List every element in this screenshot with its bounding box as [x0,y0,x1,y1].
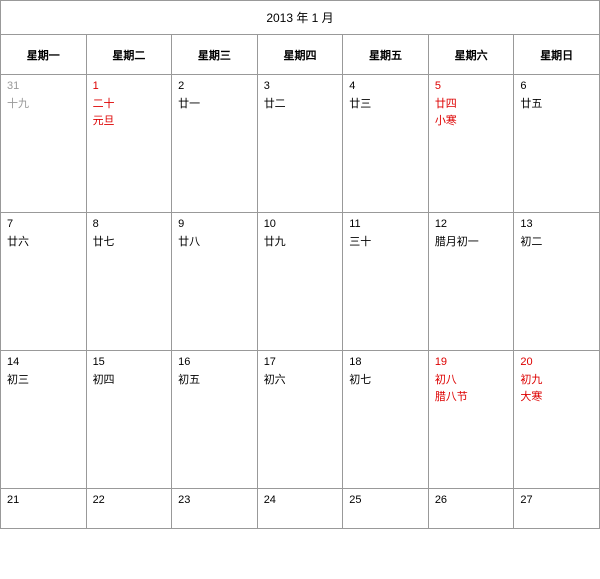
day-cell[interactable]: 6 廿五 [514,75,600,213]
lunar-label: 初七 [349,372,422,389]
day-number: 24 [264,493,337,508]
day-number: 11 [349,217,422,232]
weekday-header: 星期一 [1,35,87,75]
day-number: 4 [349,79,422,94]
lunar-label: 腊月初一 [435,234,508,251]
extra-label: 腊八节 [435,389,508,406]
day-cell[interactable]: 10 廿九 [257,213,343,351]
weekday-header: 星期五 [343,35,429,75]
day-number: 14 [7,355,80,370]
day-cell[interactable]: 1 二十元旦 [86,75,172,213]
lunar-label: 初九 [520,372,593,389]
day-cell[interactable]: 14 初三 [1,351,87,489]
lunar-label: 初六 [264,372,337,389]
day-cell[interactable]: 19 初八腊八节 [428,351,514,489]
lunar-label: 初三 [7,372,80,389]
lunar-label: 廿六 [7,234,80,251]
day-cell[interactable]: 26 [428,489,514,529]
lunar-label: 十九 [7,96,80,113]
day-cell[interactable]: 11 三十 [343,213,429,351]
lunar-label: 初八 [435,372,508,389]
day-number: 9 [178,217,251,232]
extra-label: 小寒 [435,113,508,130]
day-cell[interactable]: 9 廿八 [172,213,258,351]
day-cell[interactable]: 24 [257,489,343,529]
lunar-label: 廿三 [349,96,422,113]
day-number: 1 [93,79,166,94]
day-cell[interactable]: 8 廿七 [86,213,172,351]
calendar-body: 31十九1二十元旦2廿一3廿二4廿三5廿四小寒6廿五7廿六8廿七9廿八10廿九1… [1,75,600,529]
day-cell[interactable]: 18 初七 [343,351,429,489]
day-number: 20 [520,355,593,370]
lunar-label: 廿八 [178,234,251,251]
day-cell[interactable]: 20 初九大寒 [514,351,600,489]
lunar-label: 廿九 [264,234,337,251]
day-number: 2 [178,79,251,94]
day-number: 5 [435,79,508,94]
day-number: 15 [93,355,166,370]
extra-label: 大寒 [520,389,593,406]
day-cell[interactable]: 2 廿一 [172,75,258,213]
lunar-label: 廿五 [520,96,593,113]
calendar-row: 21 22 23 24 25 26 27 [1,489,600,529]
day-number: 12 [435,217,508,232]
day-number: 19 [435,355,508,370]
day-cell[interactable]: 15 初四 [86,351,172,489]
lunar-label: 三十 [349,234,422,251]
day-cell[interactable]: 22 [86,489,172,529]
day-number: 25 [349,493,422,508]
day-number: 16 [178,355,251,370]
day-cell[interactable]: 23 [172,489,258,529]
day-number: 22 [93,493,166,508]
lunar-label: 初五 [178,372,251,389]
day-number: 26 [435,493,508,508]
day-cell[interactable]: 17 初六 [257,351,343,489]
day-cell[interactable]: 3 廿二 [257,75,343,213]
day-number: 21 [7,493,80,508]
day-number: 8 [93,217,166,232]
calendar-row: 14 初三 15 初四 16 初五 17 初六 18 初七 19 初八腊八节 20 初九大寒 [1,351,600,489]
day-number: 13 [520,217,593,232]
weekday-header: 星期四 [257,35,343,75]
day-number: 3 [264,79,337,94]
lunar-label: 廿一 [178,96,251,113]
day-cell[interactable]: 5 廿四小寒 [428,75,514,213]
day-cell[interactable]: 25 [343,489,429,529]
day-number: 31 [7,79,80,94]
calendar-row: 31 十九 1 二十元旦 2 廿一 3 廿二 4 廿三 5 廿四小寒 6 廿五 [1,75,600,213]
lunar-label: 初四 [93,372,166,389]
day-cell[interactable]: 16 初五 [172,351,258,489]
calendar-title: 2013 年 1 月 [1,1,600,35]
weekday-header: 星期六 [428,35,514,75]
day-cell[interactable]: 7 廿六 [1,213,87,351]
day-cell[interactable]: 21 [1,489,87,529]
day-number: 7 [7,217,80,232]
day-number: 18 [349,355,422,370]
day-number: 10 [264,217,337,232]
day-number: 23 [178,493,251,508]
weekday-header-row: 星期一 星期二 星期三 星期四 星期五 星期六 星期日 [1,35,600,75]
day-number: 27 [520,493,593,508]
calendar-table: 2013 年 1 月 星期一 星期二 星期三 星期四 星期五 星期六 星期日 3… [0,0,600,529]
weekday-header: 星期二 [86,35,172,75]
day-cell[interactable]: 4 廿三 [343,75,429,213]
day-cell[interactable]: 27 [514,489,600,529]
day-number: 17 [264,355,337,370]
day-cell[interactable]: 31 十九 [1,75,87,213]
lunar-label: 廿二 [264,96,337,113]
lunar-label: 二十 [93,96,166,113]
weekday-header: 星期三 [172,35,258,75]
day-number: 6 [520,79,593,94]
weekday-header: 星期日 [514,35,600,75]
lunar-label: 廿四 [435,96,508,113]
day-cell[interactable]: 12 腊月初一 [428,213,514,351]
lunar-label: 初二 [520,234,593,251]
lunar-label: 廿七 [93,234,166,251]
calendar-row: 7 廿六 8 廿七 9 廿八 10 廿九 11 三十 12 腊月初一 13 初二 [1,213,600,351]
extra-label: 元旦 [93,113,166,130]
day-cell[interactable]: 13 初二 [514,213,600,351]
